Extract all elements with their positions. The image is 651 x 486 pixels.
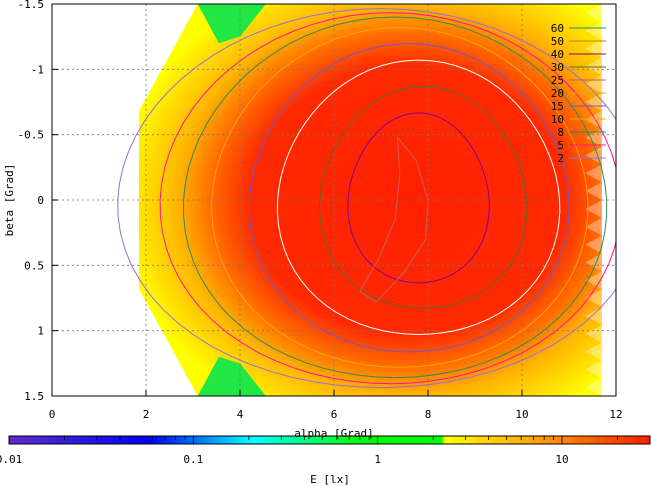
- legend-label: 40: [551, 48, 564, 61]
- legend-label: 2: [557, 152, 564, 165]
- y-tick-label: -0.5: [18, 129, 45, 142]
- x-axis-label: alpha [Grad]: [294, 427, 373, 440]
- x-tick-label: 8: [425, 408, 432, 421]
- contour-line: [319, 85, 528, 309]
- legend-label: 50: [551, 35, 564, 48]
- legend-label: 8: [557, 126, 564, 139]
- x-tick-label: 0: [49, 408, 56, 421]
- colorbar-label: E [lx]: [310, 473, 350, 486]
- colorbar-tick-label: 0.01: [0, 453, 22, 466]
- illuminance-field: [138, 4, 602, 396]
- contour-line: [117, 8, 616, 389]
- x-tick-label: 12: [609, 408, 622, 421]
- y-tick-label: 1.5: [24, 390, 44, 403]
- colorbar-tick-label: 0.1: [183, 453, 203, 466]
- colorbar-tick-label: 1: [374, 453, 381, 466]
- contour-line: [359, 135, 429, 303]
- contour-line: [347, 112, 490, 284]
- legend-label: 25: [551, 74, 564, 87]
- legend-label: 30: [551, 61, 564, 74]
- y-tick-label: 0.5: [24, 259, 44, 272]
- legend-label: 20: [551, 87, 564, 100]
- legend-label: 60: [551, 22, 564, 35]
- x-tick-label: 10: [515, 408, 528, 421]
- y-tick-label: 0: [37, 194, 44, 207]
- low-region-top: [197, 4, 266, 44]
- y-tick-label: -1: [31, 63, 44, 76]
- y-axis-label: beta [Grad]: [3, 164, 16, 237]
- x-tick-label: 2: [143, 408, 150, 421]
- contour-line: [183, 16, 608, 379]
- legend-label: 10: [551, 113, 564, 126]
- low-region-bottom: [197, 356, 266, 396]
- field-edge: [585, 4, 616, 396]
- y-tick-label: -1.5: [18, 0, 45, 11]
- x-tick-label: 6: [331, 408, 338, 421]
- legend-label: 15: [551, 100, 564, 113]
- contour-line: [211, 27, 589, 368]
- contour-line: [159, 12, 616, 385]
- contour-line: [276, 59, 561, 336]
- colorbar-tick-label: 10: [555, 453, 568, 466]
- legend-label: 5: [557, 139, 564, 152]
- y-tick-label: 1: [37, 325, 44, 338]
- contour-line: [248, 42, 570, 353]
- x-tick-label: 4: [237, 408, 244, 421]
